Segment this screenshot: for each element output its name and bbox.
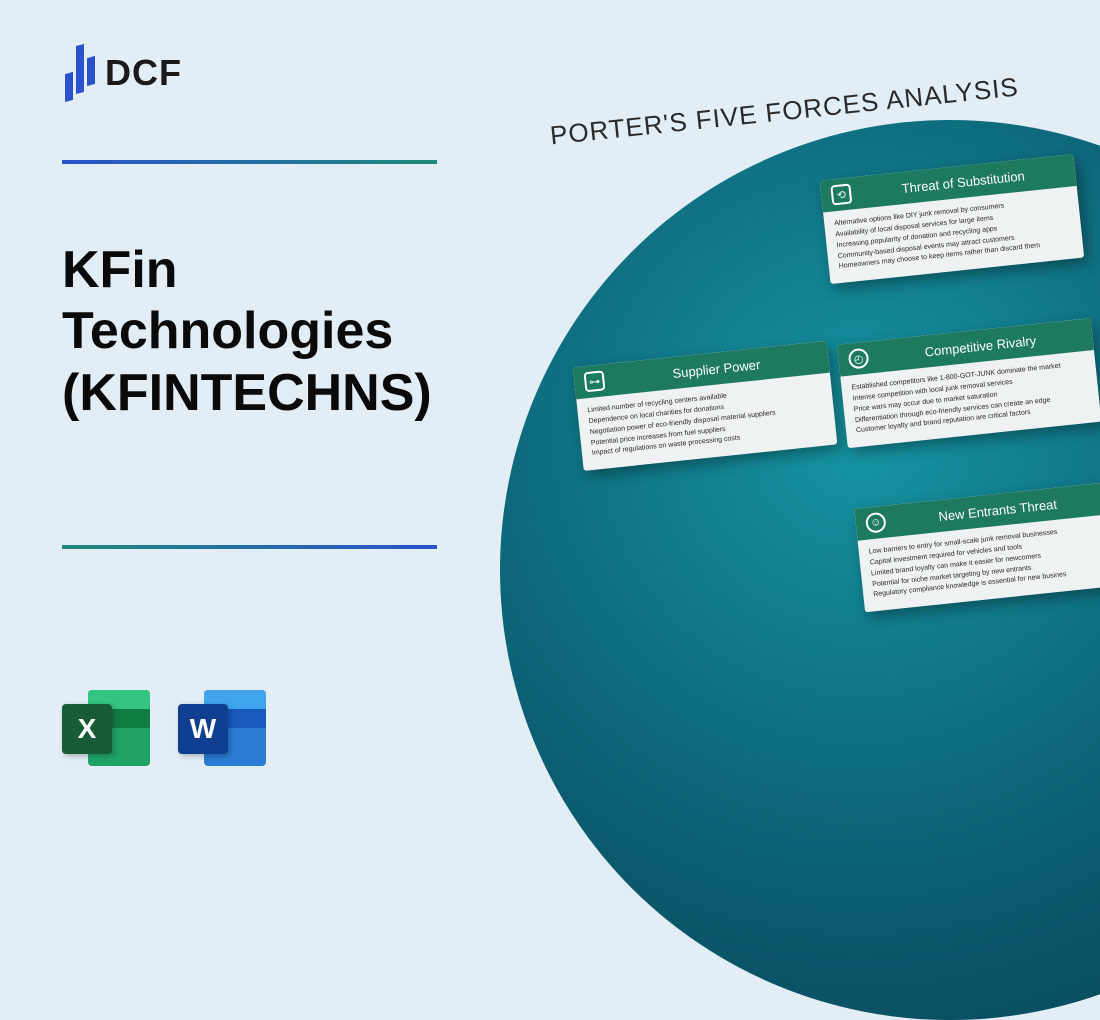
word-letter: W (178, 704, 228, 754)
person-icon: ☺ (865, 512, 887, 534)
link-icon: ⊶ (584, 370, 606, 392)
word-icon[interactable]: W (178, 684, 266, 772)
company-title: KFin Technologies (KFINTECHNS) (62, 240, 432, 424)
logo-text: DCF (105, 52, 182, 94)
divider-top (62, 160, 437, 164)
refresh-icon: ⟲ (830, 184, 852, 206)
divider-bottom (62, 545, 437, 549)
excel-letter: X (62, 704, 112, 754)
excel-icon[interactable]: X (62, 684, 150, 772)
file-icons-row: X W (62, 684, 266, 772)
brand-logo: DCF (65, 45, 182, 101)
logo-bars-icon (65, 45, 95, 101)
clock-icon: ◴ (848, 348, 870, 370)
